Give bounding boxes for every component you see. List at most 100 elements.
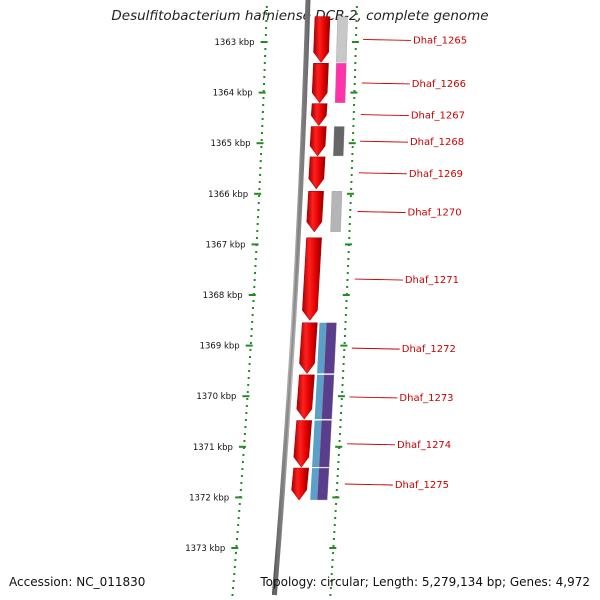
ruler-dot <box>340 405 343 407</box>
gene-label: Dhaf_1275 <box>395 480 449 491</box>
ruler-dot <box>264 55 267 57</box>
gene-arrow <box>306 191 324 233</box>
ruler-dot <box>254 272 257 274</box>
tick-mark-right <box>329 547 337 549</box>
cog-block <box>334 63 347 103</box>
ruler-dot <box>342 370 345 372</box>
gene-labels: Dhaf_1265 Dhaf_1266 Dhaf_1267 Dhaf_1268 Dhaf… <box>344 35 467 491</box>
ruler-dot <box>240 475 243 477</box>
gene-arrow <box>311 62 329 104</box>
gene-arrow <box>309 126 327 157</box>
ruler-dot <box>353 83 356 85</box>
ruler-dot <box>262 97 265 99</box>
ruler-dot <box>331 566 334 568</box>
tick-mark-right <box>340 344 348 347</box>
ruler-dot <box>353 104 356 106</box>
gene-arrow <box>313 16 331 63</box>
ruler-dot <box>348 223 351 225</box>
ruler-dot <box>260 146 263 148</box>
tick-label: 1365 kbp <box>210 139 250 149</box>
ruler-dot <box>254 265 257 267</box>
gene-label: Dhaf_1272 <box>402 344 456 355</box>
gene-arrow <box>293 420 313 468</box>
ruler-dot <box>347 258 350 260</box>
ruler-dot <box>337 468 340 470</box>
ruler-dot <box>345 300 348 302</box>
position-ticks: 1363 kbp 1364 kbp 1365 kbp 1366 kbp 1367 kbp… <box>185 38 359 554</box>
gene-arrow <box>296 374 315 420</box>
tick-mark-left <box>260 41 268 43</box>
tick-label: 1368 kbp <box>203 291 243 301</box>
gene-label-leader <box>351 347 400 350</box>
ruler-dot <box>352 132 355 134</box>
ruler-dot <box>263 69 266 71</box>
gene-label-leader <box>357 211 406 213</box>
ruler-dot <box>334 517 337 519</box>
tick-mark-right <box>344 243 352 246</box>
ruler-dot <box>342 356 345 358</box>
tick-mark-left <box>235 496 243 499</box>
gene-label: Dhaf_1267 <box>411 111 465 122</box>
gene-label: Dhaf_1270 <box>408 208 462 219</box>
ruler-dot <box>336 475 339 477</box>
ruler-dot <box>253 286 256 288</box>
backbone-core <box>273 0 310 596</box>
ruler-dot <box>339 426 342 428</box>
ruler-dot <box>349 209 352 211</box>
ruler-dot <box>263 76 266 78</box>
gene-label: Dhaf_1274 <box>397 440 451 451</box>
ruler-dot <box>242 447 245 449</box>
ruler-dot <box>349 216 352 218</box>
ruler-dot <box>335 489 338 491</box>
ruler-dot <box>351 160 354 162</box>
ruler-dot <box>232 587 235 589</box>
ruler-dot <box>259 167 262 169</box>
ruler-dot <box>254 258 257 260</box>
cog-block <box>317 322 327 374</box>
tick-label: 1370 kbp <box>196 392 236 402</box>
ruler-dot <box>265 20 268 22</box>
ruler-dot <box>347 251 350 253</box>
gene-label: Dhaf_1273 <box>399 393 453 404</box>
ruler-dot <box>355 27 358 29</box>
genome-backbone <box>271 0 311 596</box>
ruler-dot <box>249 356 252 358</box>
ruler-dot <box>248 370 251 372</box>
ruler-dot <box>241 461 244 463</box>
cog-block <box>317 467 330 501</box>
ruler-dot <box>344 328 347 330</box>
ruler-dot <box>249 342 252 344</box>
ruler-dot <box>250 328 253 330</box>
gene-label: Dhaf_1271 <box>405 275 459 286</box>
ruler-dot <box>347 265 350 267</box>
tick-mark-right <box>346 192 354 195</box>
ruler-dot <box>341 391 344 393</box>
ruler-dot <box>242 454 245 456</box>
gene-label-leader <box>362 39 412 41</box>
ruler-dot <box>262 90 265 92</box>
tick-label: 1366 kbp <box>208 190 248 200</box>
tick-mark-right <box>335 445 343 448</box>
ruler-dot <box>244 426 247 428</box>
ruler-dot <box>245 405 248 407</box>
ruler-dot <box>336 482 339 484</box>
ruler-dot <box>247 384 250 386</box>
ruler-dot <box>350 167 353 169</box>
ruler-dot <box>256 230 259 232</box>
ruler-dot <box>258 188 261 190</box>
tick-label: 1369 kbp <box>200 342 240 352</box>
tick-mark-left <box>231 547 239 549</box>
ruler-dot <box>345 307 348 309</box>
ruler-dot <box>238 503 241 505</box>
ruler-dot <box>247 377 250 379</box>
gene-label-leader <box>347 443 396 446</box>
cog-tracks <box>310 16 348 501</box>
tick-mark-left <box>245 344 253 347</box>
ruler-dot <box>258 195 261 197</box>
ruler-dot <box>257 202 260 204</box>
tick-label: 1372 kbp <box>189 493 229 503</box>
tick-mark-left <box>248 294 256 296</box>
accession-text: Accession: NC_011830 <box>9 575 146 589</box>
ruler-dot <box>342 363 345 365</box>
